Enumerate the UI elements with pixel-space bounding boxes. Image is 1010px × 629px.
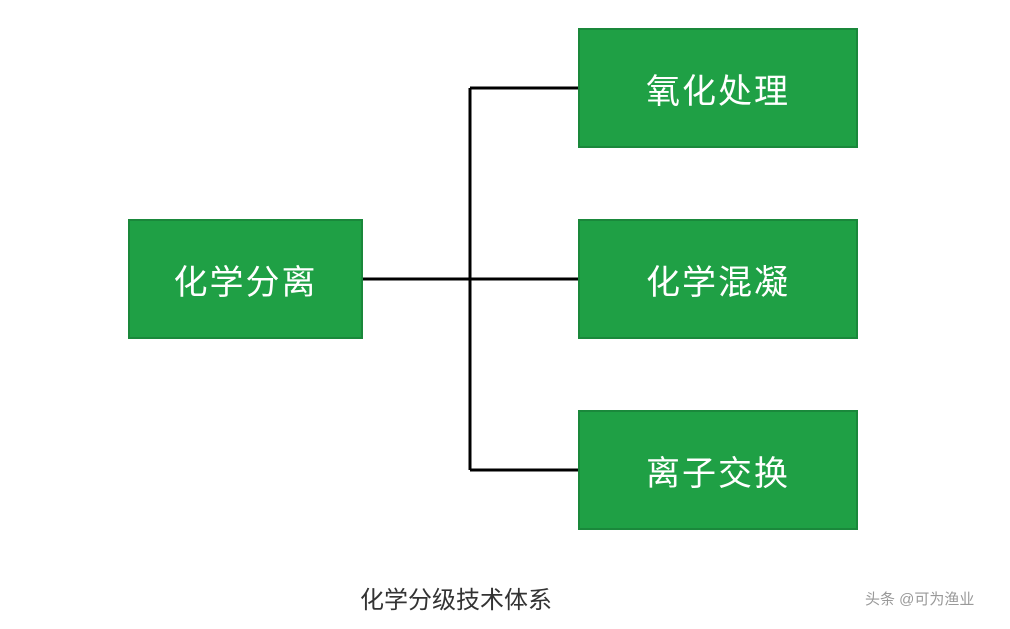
child-label-1: 化学混凝: [646, 255, 790, 304]
child-node-1: 化学混凝: [578, 219, 858, 339]
child-label-2: 离子交换: [646, 446, 790, 495]
caption-text: 化学分级技术体系: [360, 587, 552, 614]
root-node: 化学分离: [128, 219, 363, 339]
diagram-container: 化学分离 氧化处理 化学混凝 离子交换 化学分级技术体系 头条 @可为渔业: [0, 0, 1010, 629]
diagram-caption: 化学分级技术体系: [360, 580, 552, 615]
child-node-0: 氧化处理: [578, 28, 858, 148]
watermark-text: 头条 @可为渔业: [865, 591, 974, 608]
child-label-0: 氧化处理: [646, 64, 790, 113]
child-node-2: 离子交换: [578, 410, 858, 530]
root-label: 化学分离: [174, 255, 318, 304]
watermark: 头条 @可为渔业: [865, 588, 974, 609]
